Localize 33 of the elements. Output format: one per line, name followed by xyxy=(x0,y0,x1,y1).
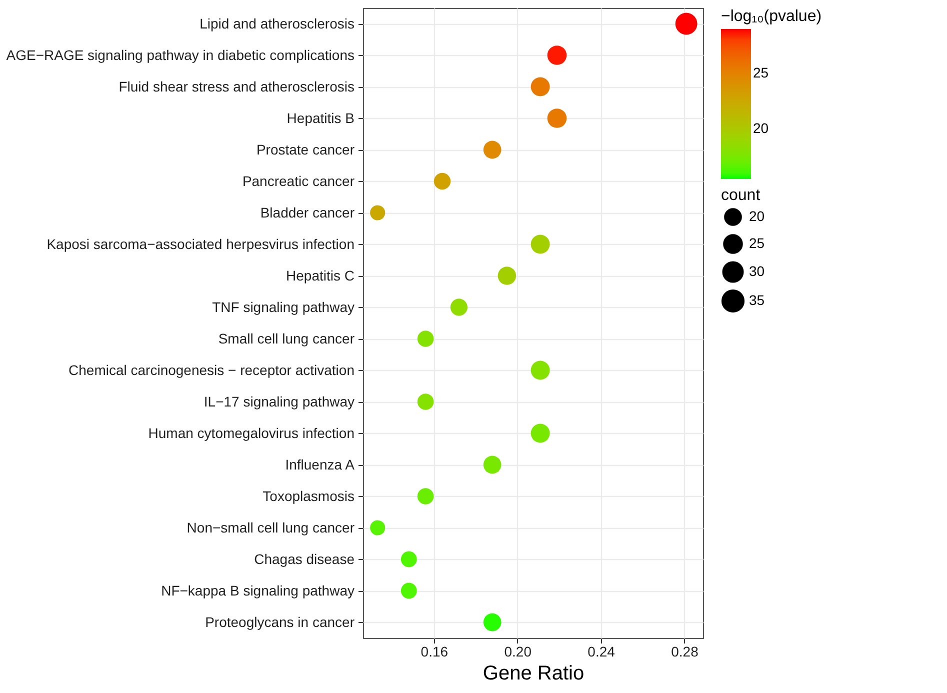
y-tick-label: Hepatitis B xyxy=(286,110,354,126)
y-tick-label: IL−17 signaling pathway xyxy=(204,393,354,410)
y-tick-label: Human cytomegalovirus infection xyxy=(148,424,354,441)
color-bar-label: 25 xyxy=(753,64,769,80)
legend-label: 25 xyxy=(749,235,765,251)
y-tick-label: Lipid and atherosclerosis xyxy=(200,15,354,32)
y-tick-label: TNF signaling pathway xyxy=(212,298,354,315)
legend-label: 35 xyxy=(749,292,765,308)
x-tick-label: 0.28 xyxy=(671,644,699,660)
x-axis-title: Gene Ratio xyxy=(482,662,584,684)
y-tick-label: Bladder cancer xyxy=(260,204,355,220)
legend-label: 20 xyxy=(749,208,765,224)
legend-title: count xyxy=(721,187,761,204)
y-tick-label: Influenza A xyxy=(285,456,356,472)
y-tick-label: Non−small cell lung cancer xyxy=(186,519,355,536)
y-tick-label: NF−kappa B signaling pathway xyxy=(161,582,354,598)
legend-label: 30 xyxy=(749,263,765,279)
y-tick-label: Proteoglycans in cancer xyxy=(205,614,355,630)
color-bar-label: 20 xyxy=(753,120,769,136)
y-tick-label: Small cell lung cancer xyxy=(218,330,355,346)
y-tick-label: Fluid shear stress and atherosclerosis xyxy=(118,78,354,94)
x-tick-label: 0.24 xyxy=(588,644,616,660)
y-tick-label: Hepatitis C xyxy=(286,267,354,284)
y-tick-label: AGE−RAGE signaling pathway in diabetic complications xyxy=(6,46,354,63)
x-tick-label: 0.16 xyxy=(420,644,448,660)
color-bar-title: −log₁₀(pvalue) xyxy=(721,8,822,25)
y-tick-label: Pancreatic cancer xyxy=(242,172,355,189)
y-tick-label: Kaposi sarcoma−associated herpesvirus infection xyxy=(46,236,354,252)
y-tick-label: Chemical carcinogenesis − receptor activation xyxy=(68,362,354,378)
x-tick-label: 0.20 xyxy=(504,644,532,660)
y-tick-label: Toxoplasmosis xyxy=(262,488,354,504)
y-tick-label: Prostate cancer xyxy=(256,141,355,158)
y-tick-label: Chagas disease xyxy=(254,550,355,567)
